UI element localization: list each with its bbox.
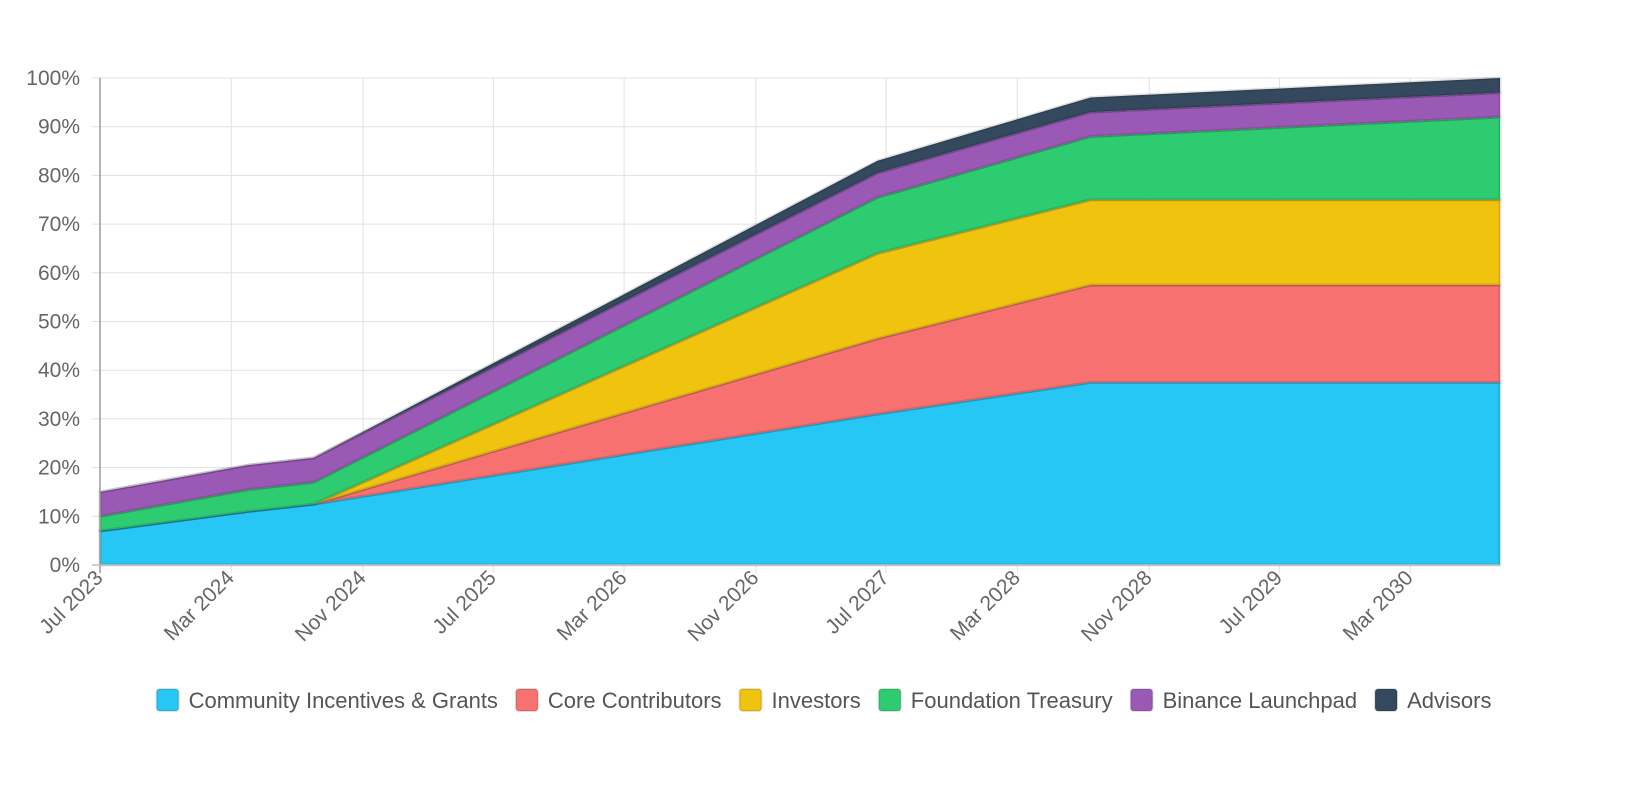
x-tick-label: Mar 2024 (160, 566, 239, 645)
area-core-contributors (98, 283, 1502, 533)
legend-label: Community Incentives & Grants (189, 688, 498, 713)
legend-label: Foundation Treasury (911, 688, 1113, 713)
x-tick-label: Nov 2024 (291, 566, 371, 646)
x-tick-label: Nov 2026 (684, 566, 764, 646)
y-tick-label: 100% (26, 67, 80, 90)
legend-label: Binance Launchpad (1163, 688, 1358, 713)
y-tick-label: 60% (38, 262, 80, 285)
y-tick-label: 20% (38, 457, 80, 480)
x-tick-label: Jul 2027 (821, 566, 893, 638)
area-investors (98, 198, 1502, 533)
legend-swatch (738, 688, 763, 712)
x-tick-label: Nov 2028 (1077, 566, 1157, 646)
legend-label: Advisors (1407, 688, 1491, 713)
y-tick-label: 10% (38, 505, 80, 528)
legend-swatch (877, 688, 902, 712)
area-advisors (98, 76, 1502, 494)
area-series (98, 76, 1502, 567)
legend-item-core-contributors[interactable]: Core Contributors (514, 688, 722, 713)
y-tick-label: 0% (50, 554, 80, 577)
x-tick-label: Jul 2025 (428, 566, 500, 638)
legend: Community Incentives & Grants Core Contri… (155, 688, 1491, 713)
x-tick-label: Jul 2023 (35, 566, 107, 638)
x-tick-label: Mar 2026 (553, 566, 632, 645)
legend-swatch (1129, 688, 1154, 712)
legend-item-advisors[interactable]: Advisors (1374, 688, 1491, 713)
legend-label: Core Contributors (548, 688, 722, 713)
y-tick-label: 30% (38, 408, 80, 431)
y-tick-label: 90% (38, 116, 80, 139)
y-tick-label: 50% (38, 311, 80, 334)
x-tick-label: Mar 2028 (946, 566, 1025, 645)
x-tick-label: Jul 2029 (1215, 566, 1287, 638)
legend-swatch (1374, 688, 1399, 712)
legend-item-foundation-treasury[interactable]: Foundation Treasury (877, 688, 1113, 713)
y-tick-label: 80% (38, 164, 80, 187)
y-tick-label: 40% (38, 359, 80, 382)
legend-swatch (155, 688, 180, 712)
legend-item-binance-launchpad[interactable]: Binance Launchpad (1129, 688, 1358, 713)
y-tick-label: 70% (38, 213, 80, 236)
x-tick-label: Mar 2030 (1339, 566, 1418, 645)
legend-item-investors[interactable]: Investors (738, 688, 861, 713)
legend-item-community-incentives-grants[interactable]: Community Incentives & Grants (155, 688, 498, 713)
legend-swatch (514, 688, 539, 712)
legend-label: Investors (772, 688, 861, 713)
